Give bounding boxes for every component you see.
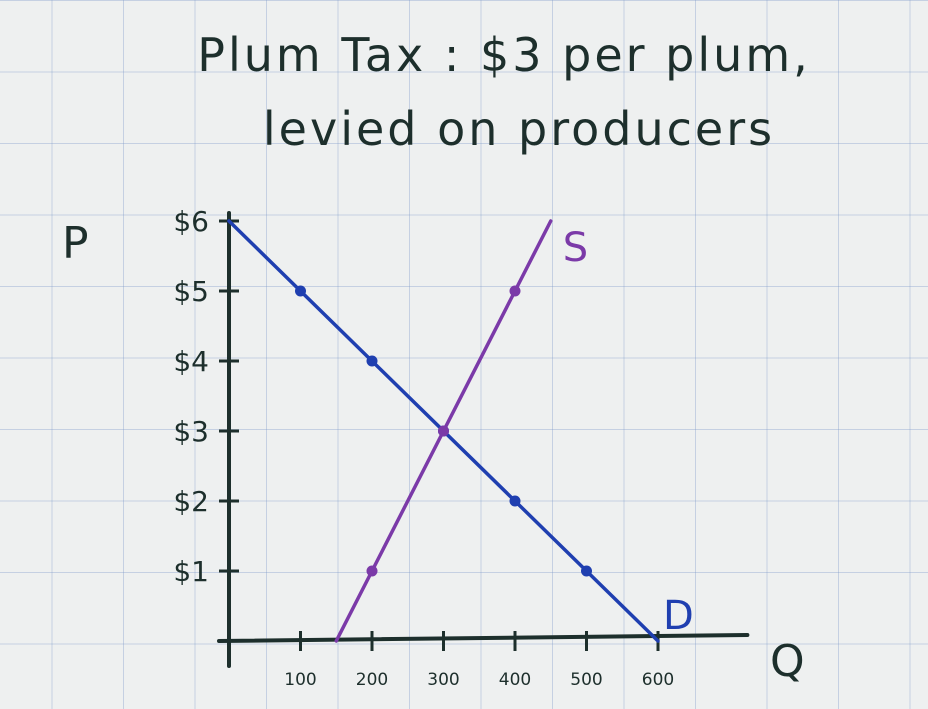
series-d-point xyxy=(366,355,378,367)
series-d-point xyxy=(509,495,521,507)
series-s-point xyxy=(366,565,378,577)
x-tick-label: 200 xyxy=(356,670,388,690)
x-tick-label: 600 xyxy=(642,670,674,690)
x-tick-label: 400 xyxy=(499,670,531,690)
series-d-label: D xyxy=(663,593,694,639)
y-tick-label: $3 xyxy=(173,415,209,448)
series-s-point xyxy=(438,425,449,437)
chart-title-line-1: Plum Tax : $3 per plum, xyxy=(197,28,811,82)
x-tick-label: 500 xyxy=(570,670,602,690)
x-axis-label: Q xyxy=(770,636,805,687)
y-tick-label: $1 xyxy=(173,555,209,588)
x-tick-label: 100 xyxy=(284,670,316,690)
y-tick-label: $5 xyxy=(173,275,209,308)
y-axis-label: P xyxy=(62,218,89,269)
series-d-point xyxy=(295,285,306,297)
series-d-point xyxy=(581,565,592,577)
y-tick-label: $6 xyxy=(173,205,209,238)
series-s-label: S xyxy=(563,225,588,271)
y-tick-label: $2 xyxy=(173,485,209,518)
y-tick-label: $4 xyxy=(173,345,209,378)
series-s-point xyxy=(509,285,521,297)
chart-title-line-2: levied on producers xyxy=(262,102,776,156)
x-tick-label: 300 xyxy=(427,670,459,690)
